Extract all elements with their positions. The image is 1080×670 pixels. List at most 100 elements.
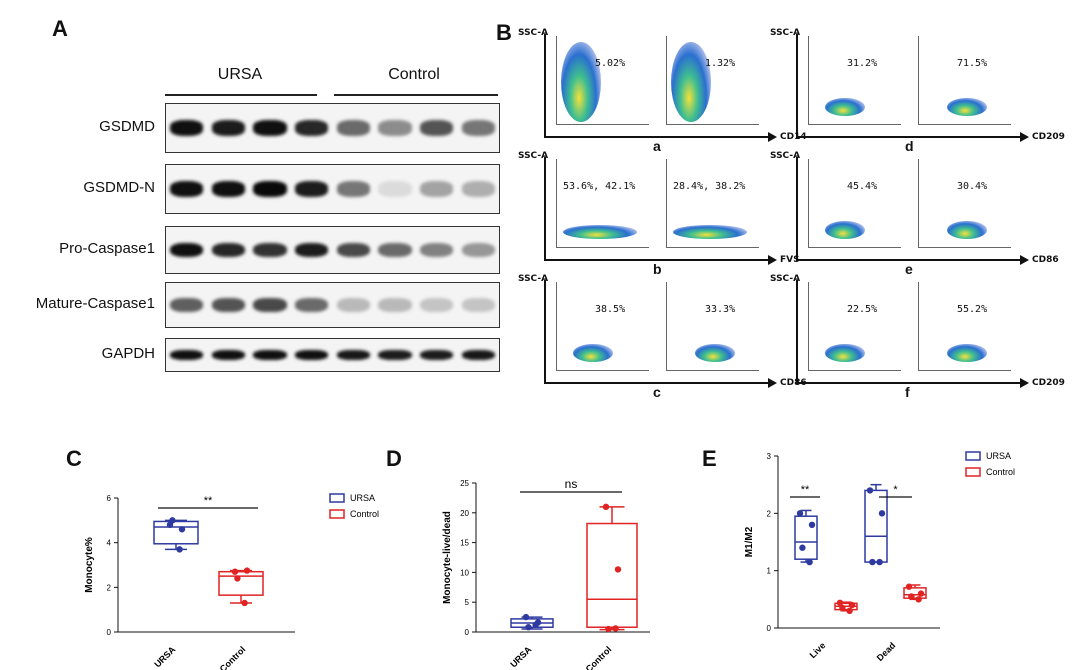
panel-letter-d: D (386, 446, 402, 471)
flow-density (825, 98, 865, 116)
data-point (915, 596, 922, 603)
data-point (169, 517, 176, 524)
x-tick-label: Live (808, 640, 828, 660)
significance-label: ** (801, 484, 810, 496)
flow-x-axis (796, 136, 1022, 138)
flow-density (563, 225, 637, 239)
flow-y-axis (544, 280, 546, 384)
flow-ssc-label: SSC-A (518, 274, 549, 284)
blot-band (336, 181, 370, 197)
data-point (866, 487, 874, 494)
y-tick-label: 10 (460, 568, 469, 577)
data-point (876, 558, 883, 566)
flow-plot: 53.6%, 42.1% (556, 159, 649, 248)
blot-band (378, 349, 412, 361)
flow-plot: 31.2% (808, 36, 901, 125)
flow-subpanel-letter: b (653, 261, 662, 277)
blot-band (211, 242, 246, 258)
blot-band (378, 242, 412, 258)
flow-density (947, 221, 987, 239)
flow-marker-label: CD86 (1032, 255, 1059, 265)
group-line-ursa (165, 94, 317, 96)
flow-plot: 71.5% (918, 36, 1011, 125)
data-point (178, 526, 186, 533)
x-tick-label: URSA (152, 644, 177, 669)
flow-ssc-label: SSC-A (518, 151, 549, 161)
group-line-control (334, 94, 498, 96)
blot-band (170, 181, 204, 197)
data-point (522, 613, 530, 621)
y-axis-label: M1/M2 (744, 526, 755, 557)
legend-label: URSA (986, 451, 1011, 461)
flow-plot: 30.4% (918, 159, 1011, 248)
flow-subpanel-letter: c (653, 384, 661, 400)
blot-row-image (165, 103, 500, 153)
panel-letter-e: E (702, 446, 717, 471)
flow-plot: 45.4% (808, 159, 901, 248)
blot-band (378, 181, 412, 197)
blot-band (211, 297, 246, 313)
y-tick-label: 2 (767, 509, 772, 518)
flow-density (561, 42, 601, 122)
data-point (602, 503, 610, 511)
y-tick-label: 15 (460, 539, 469, 548)
flow-x-arrow (768, 132, 777, 142)
x-tick-label: URSA (508, 644, 533, 669)
blot-band (461, 120, 495, 136)
flow-y-axis (796, 157, 798, 261)
y-tick-label: 1 (767, 567, 772, 576)
data-point (525, 624, 532, 631)
blot-band (419, 120, 454, 136)
flow-percentage: 33.3% (705, 304, 736, 315)
data-point (614, 566, 622, 573)
legend-swatch (329, 509, 345, 519)
flow-percentage: 45.4% (847, 181, 878, 192)
blot-band (336, 297, 370, 313)
data-point (612, 625, 619, 632)
flow-plot: 28.4%, 38.2% (666, 159, 759, 248)
blot-band (211, 181, 246, 197)
blot-row-image (165, 226, 500, 274)
data-point (808, 521, 816, 528)
blot-band (253, 242, 287, 258)
legend-label: URSA (350, 493, 375, 503)
data-point (799, 544, 806, 551)
flow-x-arrow (1020, 378, 1029, 388)
flow-x-axis (544, 136, 770, 138)
flow-y-axis (544, 157, 546, 261)
flow-marker-label: CD209 (1032, 132, 1065, 142)
y-tick-label: 2 (107, 583, 112, 592)
flow-percentage: 30.4% (957, 181, 988, 192)
blot-band (336, 120, 370, 136)
data-point (846, 607, 853, 614)
data-point (532, 621, 539, 629)
flow-y-axis (544, 34, 546, 138)
flow-ssc-label: SSC-A (518, 28, 549, 38)
y-tick-label: 25 (460, 479, 469, 488)
y-tick-label: 6 (107, 494, 112, 503)
blot-band (461, 242, 495, 258)
blot-row-image (165, 164, 500, 214)
significance-label: * (893, 484, 898, 496)
blot-band (461, 181, 495, 197)
blot-row-label: Pro-Caspase1 (59, 240, 155, 257)
blot-band (461, 297, 495, 313)
data-point (878, 510, 886, 517)
legend-label: Control (986, 467, 1015, 477)
flow-percentage: 53.6%, 42.1% (563, 181, 636, 192)
data-point (905, 583, 913, 590)
flow-density (671, 42, 711, 122)
panel-letter-c: C (66, 446, 82, 471)
flow-percentage: 28.4%, 38.2% (673, 181, 746, 192)
data-point (806, 558, 813, 566)
data-point (243, 567, 251, 574)
flow-density (695, 344, 735, 362)
box-iqr (864, 489, 888, 563)
data-point (908, 593, 915, 600)
flow-density (825, 344, 865, 362)
blot-band (336, 242, 370, 258)
data-point (231, 568, 239, 575)
blot-band (461, 349, 495, 361)
blot-band (211, 349, 246, 361)
data-point (839, 604, 846, 612)
